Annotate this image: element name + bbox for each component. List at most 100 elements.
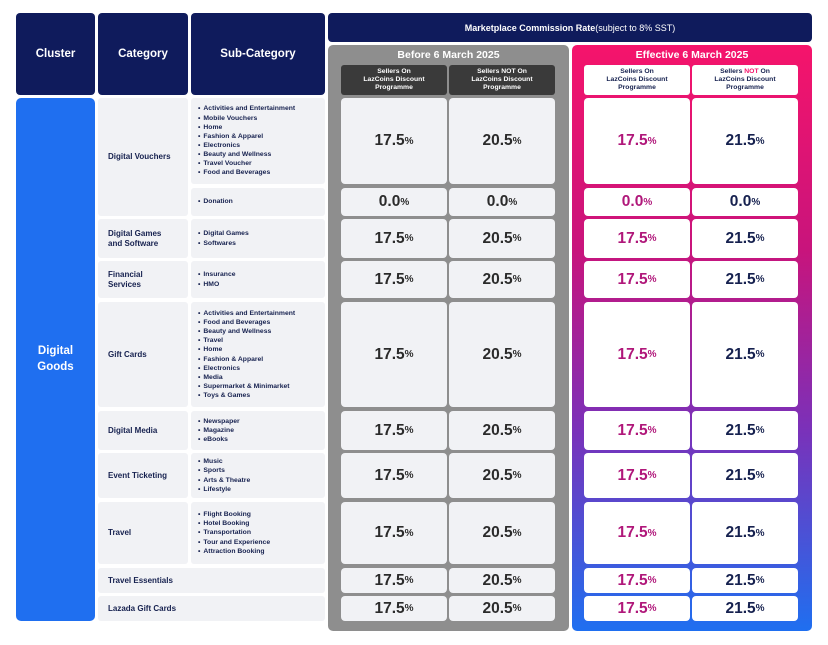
rate-value: 0.0 (378, 193, 401, 210)
rate-effective-on: 17.5% (584, 302, 690, 407)
subcategory-item: Activities and Entertainment (198, 309, 295, 318)
rate-before-on: 17.5% (341, 302, 447, 407)
subcategory-list: Insurance HMO (198, 270, 235, 288)
percent-sign: % (512, 575, 522, 586)
percent-sign: % (647, 274, 657, 285)
rate-effective-not-on: 21.5% (692, 411, 798, 450)
percent-sign: % (755, 527, 765, 539)
subcategory-item: Fashion & Apparel (198, 132, 295, 141)
percent-sign: % (647, 603, 657, 614)
subcategory-item: Activities and Entertainment (198, 104, 295, 113)
before-sellers-on-header: Sellers On LazCoins Discount Programme (341, 65, 447, 95)
subcategory-item: Media (198, 373, 295, 382)
rate-before-not-on: 20.5% (449, 453, 555, 498)
subcategory-cell: Activities and Entertainment Mobile Vouc… (191, 98, 325, 184)
category-cell: Travel Essentials (98, 568, 325, 593)
rate-before-not-on: 20.5% (449, 596, 555, 621)
subcategory-item: Lifestyle (198, 485, 250, 494)
subcategory-item: Beauty and Wellness (198, 150, 295, 159)
subcategory-cell: Insurance HMO (191, 261, 325, 298)
rate-value: 17.5 (374, 524, 405, 541)
category-label: Financial (108, 269, 143, 279)
rate-before-on: 17.5% (341, 261, 447, 298)
rate-value: 0.0 (729, 193, 752, 210)
category-cell: Travel (98, 502, 188, 564)
rate-value: 21.5 (725, 421, 756, 439)
percent-sign: % (751, 196, 761, 208)
percent-sign: % (647, 233, 657, 244)
subcategory-cell: Activities and Entertainment Food and Be… (191, 302, 325, 407)
rate-value: 0.0 (486, 193, 509, 210)
subcategory-item: Electronics (198, 141, 295, 150)
rate-value: 21.5 (725, 270, 756, 288)
rate-value: 17.5 (617, 599, 648, 617)
subcategory-item: Sports (198, 466, 250, 475)
subcategory-item: eBooks (198, 435, 240, 444)
rate-value: 21.5 (725, 132, 756, 149)
rate-value: 17.5 (617, 571, 648, 589)
rate-effective-not-on: 21.5% (692, 219, 798, 258)
rate-value: 21.5 (725, 524, 756, 541)
percent-sign: % (755, 349, 765, 360)
header-line: LazCoins Discount (471, 76, 533, 84)
rate-value: 17.5 (374, 421, 405, 439)
percent-sign: % (647, 575, 657, 586)
subcategory-item: Food and Beverages (198, 318, 295, 327)
effective-panel-title: Effective 6 March 2025 (635, 49, 749, 61)
percent-sign: % (647, 527, 657, 539)
header-line: Sellers NOT On (477, 68, 527, 76)
subcategory-list: Digital Games Softwares (198, 229, 248, 247)
rate-before-not-on: 20.5% (449, 98, 555, 184)
percent-sign: % (755, 135, 765, 147)
rate-before-not-on: 0.0% (449, 188, 555, 216)
rate-value: 17.5 (374, 345, 405, 363)
cluster-header-label: Cluster (35, 48, 76, 60)
percent-sign: % (404, 603, 414, 614)
header-line: Sellers NOT On (714, 68, 775, 76)
percent-sign: % (404, 527, 414, 539)
category-header-label: Category (118, 48, 168, 60)
rate-effective-on: 17.5% (584, 453, 690, 498)
category-label: Services (108, 279, 141, 289)
percent-sign: % (755, 603, 765, 614)
rate-effective-on: 17.5% (584, 502, 690, 564)
cluster-digital-goods: Digital Goods (16, 98, 95, 621)
subcategory-header: Sub-Category (191, 13, 325, 95)
percent-sign: % (755, 575, 765, 586)
percent-sign: % (508, 196, 518, 208)
rate-value: 20.5 (482, 229, 513, 247)
rate-effective-on: 17.5% (584, 568, 690, 593)
not-highlight: NOT (744, 68, 759, 76)
category-label: Lazada Gift Cards (108, 603, 177, 613)
effective-sellers-not-on-header: Sellers NOT On LazCoins Discount Programme (692, 65, 798, 95)
category-label: Gift Cards (108, 349, 147, 359)
percent-sign: % (512, 603, 522, 614)
rate-value: 17.5 (617, 345, 648, 363)
subcategory-item: Hotel Booking (198, 519, 270, 528)
percent-sign: % (404, 233, 414, 244)
header-line: Programme (483, 83, 521, 91)
subcategory-item: Beauty and Wellness (198, 327, 295, 336)
rate-effective-not-on: 21.5% (692, 502, 798, 564)
percent-sign: % (755, 470, 765, 481)
subcategory-item: Mobile Vouchers (198, 114, 295, 123)
rate-effective-not-on: 21.5% (692, 302, 798, 407)
category-label: Digital Games (108, 228, 162, 238)
rate-value: 21.5 (725, 599, 756, 617)
subcategory-item: Home (198, 345, 295, 354)
category-cell: Event Ticketing (98, 453, 188, 498)
subcategory-item: Electronics (198, 364, 295, 373)
header-line: LazCoins Discount (714, 76, 776, 84)
header-line: Sellers On (377, 68, 411, 76)
category-label: Travel Essentials (108, 575, 173, 585)
subcategory-cell: Digital Games Softwares (191, 219, 325, 258)
subcategory-list: Music Sports Arts & Theatre Lifestyle (198, 457, 250, 494)
percent-sign: % (404, 470, 414, 481)
category-header: Category (98, 13, 188, 95)
rate-value: 20.5 (482, 421, 513, 439)
cluster-label: Digital (37, 344, 74, 357)
cluster-header: Cluster (16, 13, 95, 95)
effective-sellers-on-header: Sellers On LazCoins Discount Programme (584, 65, 690, 95)
before-panel-title: Before 6 March 2025 (397, 49, 500, 61)
subcategory-list: Activities and Entertainment Food and Be… (198, 309, 295, 401)
